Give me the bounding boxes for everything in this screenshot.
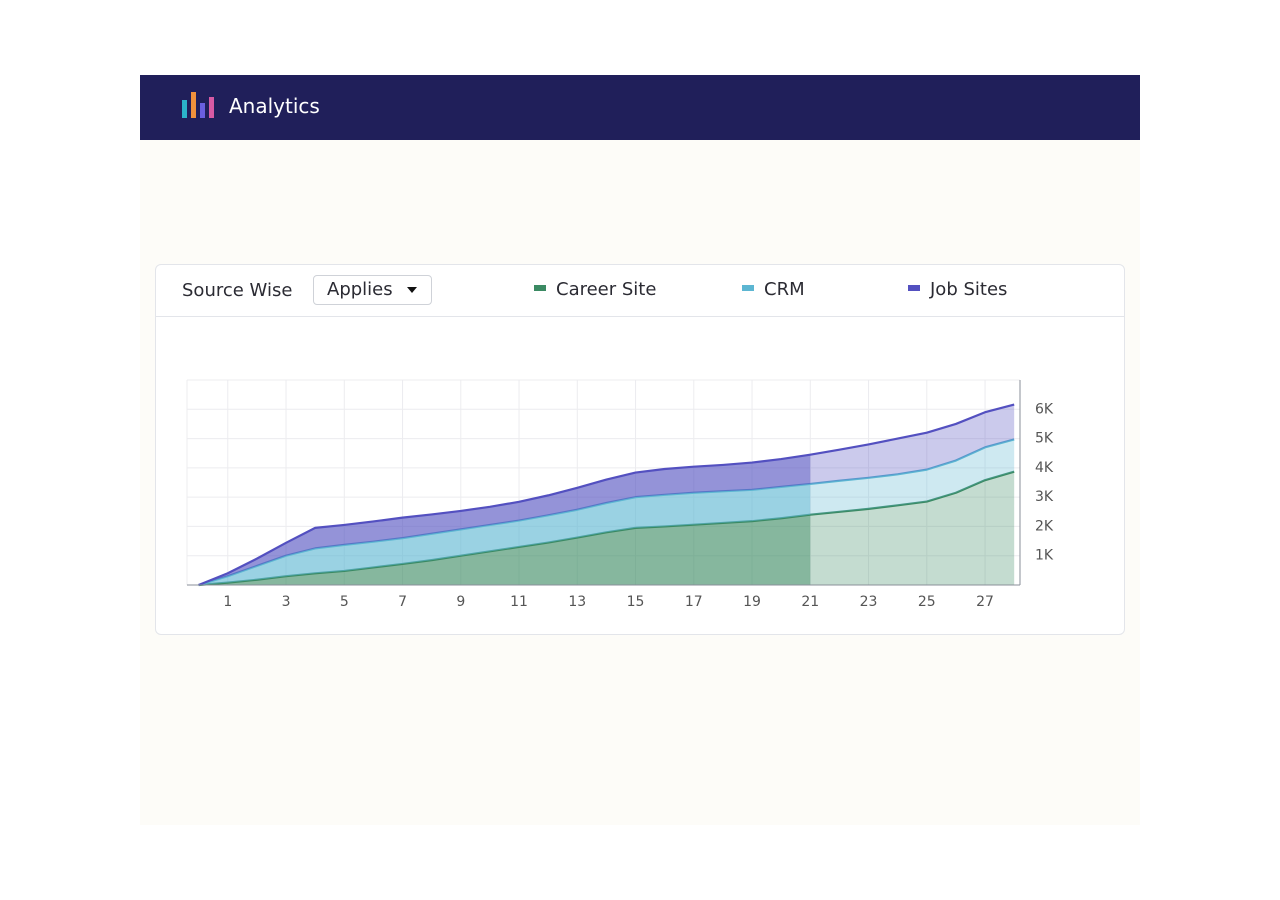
x-tick-label: 15 (627, 594, 645, 610)
x-tick-label: 9 (456, 594, 465, 610)
dropdown[interactable]: Applies (313, 275, 432, 305)
y-tick-label: 2K (1035, 518, 1054, 534)
area (198, 483, 811, 585)
x-tick-label: 23 (860, 594, 878, 610)
caret (407, 287, 417, 293)
x-tick-label: 17 (685, 594, 703, 610)
legend-label: Career Site (556, 279, 657, 300)
y-tick-label: 1K (1035, 548, 1054, 564)
legend-swatch (742, 285, 754, 291)
header: Analytics (140, 75, 1140, 140)
dropdown-value: Applies (327, 279, 393, 300)
x-tick-label: 7 (398, 594, 407, 610)
y-tick-label: 5K (1035, 431, 1054, 447)
legend-item[interactable]: Career Site (534, 279, 656, 300)
x-tick-label: 21 (801, 594, 819, 610)
area-line (198, 470, 1015, 587)
legend-item[interactable]: CRM (742, 279, 805, 300)
toolbar: Source Wise Applies Career Site CRM Job Si… (156, 265, 1124, 317)
x-tick-label: 1 (223, 594, 232, 610)
area (198, 454, 811, 585)
x-tick-label: 19 (743, 594, 761, 610)
y-tick-label: 4K (1035, 460, 1054, 476)
legend-item[interactable]: Job Sites (908, 279, 1007, 300)
legend-label: Job Sites (930, 279, 1008, 300)
y-tick-label: 3K (1035, 489, 1054, 505)
y-tick-label: 6K (1035, 401, 1054, 417)
legend-swatch (534, 285, 546, 291)
x-tick-label: 25 (918, 594, 936, 610)
legend-swatch (908, 285, 920, 291)
legend-label: CRM (764, 279, 805, 300)
app-title: Analytics (229, 94, 320, 118)
toolbar-label: Source Wise (182, 280, 293, 301)
x-tick-label: 27 (976, 594, 994, 610)
area-line (198, 403, 1015, 587)
x-tick-label: 3 (282, 594, 291, 610)
area-line (198, 438, 1015, 587)
logo (182, 92, 214, 118)
x-tick-label: 13 (568, 594, 586, 610)
x-tick-label: 11 (510, 594, 528, 610)
area-projected (810, 471, 1015, 585)
area-projected (810, 404, 1015, 484)
x-tick-label: 5 (340, 594, 349, 610)
